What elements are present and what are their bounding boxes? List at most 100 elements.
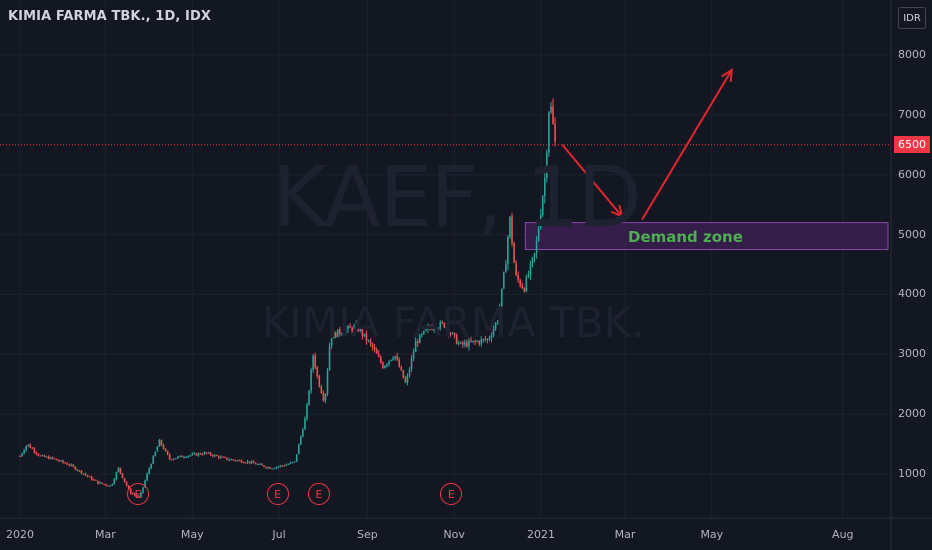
candle-body [162,444,165,450]
currency-button[interactable]: IDR [898,7,926,29]
candle-body [310,369,312,391]
candle-body [550,106,552,113]
time-tick-label: Jul [272,528,286,541]
candle-body [488,338,491,340]
candle-body [320,386,323,394]
candle-body [236,460,239,462]
earnings-marker[interactable]: E [127,483,150,505]
earnings-marker[interactable]: E [266,483,289,505]
candle-body [213,455,216,457]
candle-body [199,453,202,455]
candle-body [345,329,347,334]
candle-body [103,483,105,485]
candle-body [412,351,415,359]
candle-body [277,466,280,468]
candle-body [373,347,376,350]
candle-body [193,453,196,455]
candle-body [99,482,101,484]
candle-body [121,473,124,479]
candle-body [439,322,442,329]
candle-body [35,452,38,454]
candle-body [453,332,456,336]
candle-body [447,328,450,334]
candle-body [211,455,214,457]
candle-body [470,340,472,342]
candle-body [355,324,357,327]
candle-body [451,332,454,334]
candle-body [531,257,534,264]
candle-body [101,482,103,484]
candle-body [33,448,36,453]
demand-zone-label: Demand zone [628,228,743,246]
earnings-marker[interactable]: E [440,483,463,505]
candle-body [316,367,319,377]
candle-body [170,459,173,461]
candle-body [457,343,460,345]
candle-body [84,473,87,476]
candle-body [220,456,222,458]
candle-body [339,329,341,334]
candle-body [172,458,175,460]
watermark-ticker: KAEF, 1D [272,148,642,246]
candle-body [113,479,116,485]
candle-body [43,455,46,457]
candle-body [158,439,161,447]
candle-body [31,447,34,449]
watermark-name: KIMIA FARMA TBK. [262,298,645,347]
candle-body [27,444,29,446]
candle-body [203,452,206,455]
candle-body [177,456,179,459]
candle-body [146,473,148,481]
candle-body [60,460,62,462]
candle-body [47,456,50,460]
candle-body [375,349,378,354]
price-tick-label: 2000 [898,407,926,421]
candle-body [500,288,503,308]
candle-body [72,464,75,467]
demand-zone [524,222,889,251]
candle-body [437,328,439,330]
candle-body [80,470,83,474]
candle-body [228,459,230,461]
candle-body [285,464,288,466]
candle-body [25,445,27,451]
candle-body [336,329,339,338]
candle-body [160,439,163,445]
candle-body [164,449,167,451]
candle-body [507,236,509,265]
candle-body [351,327,353,332]
candle-body [431,327,433,330]
symbol-header[interactable]: KIMIA FARMA TBK., 1D, IDX [8,9,211,24]
candle-body [494,323,497,330]
candle-body [513,243,515,263]
candle-body [498,307,501,323]
candle-body [293,461,296,463]
time-tick-label: Mar [614,528,636,541]
candle-body [125,481,128,486]
time-tick-label: Mar [95,528,116,541]
candle-body [95,479,97,481]
candle-body [406,375,409,383]
candle-body [386,364,388,366]
candle-body [224,457,226,459]
candle-body [468,340,470,347]
candle-body [480,339,483,344]
earnings-marker[interactable]: E [307,483,330,505]
candle-body [382,362,384,369]
candle-body [377,353,380,357]
candle-body [312,355,314,370]
candle-body [466,342,468,347]
candle-body [308,390,310,405]
candle-body [62,460,64,463]
candle-body [187,455,189,458]
candle-body [496,322,499,324]
candle-body [78,470,81,472]
candle-body [421,333,423,335]
candle-body [418,334,421,343]
candle-body [248,461,251,463]
candle-body [90,476,93,480]
candle-body [273,468,275,470]
candle-body [115,472,118,480]
candle-body [70,464,73,466]
